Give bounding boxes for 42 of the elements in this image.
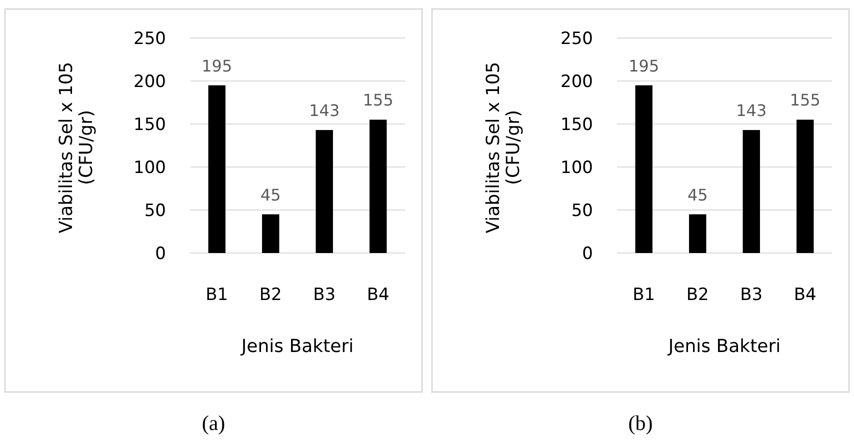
y-tick-label: 50 [571,200,593,221]
x-tick-label: B3 [740,285,763,305]
bar [689,214,706,253]
y-tick-label: 0 [582,244,593,264]
data-label: 155 [362,90,394,110]
x-tick-label: B2 [259,285,282,305]
bar [742,130,760,253]
text: (b) [628,411,653,435]
data-label: 45 [260,185,281,204]
bar [316,130,333,253]
data-label: 195 [202,56,232,76]
y-tick-label: 100 [560,158,593,178]
y-tick-label: 0 [155,244,166,264]
y-tick-label: 150 [560,114,593,135]
text: (a) [202,411,226,435]
x-tick-label: B2 [686,285,709,305]
x-axis-title: Jenis Bakteri [667,336,781,357]
y-tick-label: 100 [134,158,166,178]
x-tick-label: B1 [632,285,656,305]
x-tick-label: B3 [313,285,336,305]
y-tick-label: 200 [134,72,166,92]
y-tick-label: 250 [560,28,593,49]
data-label: 143 [736,101,767,120]
y-tick-label: 50 [144,200,166,221]
x-axis-title: Jenis Bakteri [240,336,354,357]
x-tick-label: B4 [366,285,390,305]
y-tick-label: 150 [134,114,166,135]
y-axis-title: Viabilitas Sel x 105 (CFU/gr) [56,62,97,234]
data-label: 143 [309,101,340,120]
bar [208,85,226,253]
bar [796,120,814,253]
x-tick-label: B4 [794,285,816,305]
bar [262,214,280,253]
y-tick-label: 250 [134,28,166,49]
bar [370,120,387,253]
data-label: 155 [790,90,820,110]
data-label: 195 [628,56,660,76]
bar [635,85,652,253]
x-tick-label: B1 [206,285,228,305]
data-label: 45 [687,185,708,204]
y-axis-title: Viabilitas Sel x 105 (CFU/gr) [483,62,524,234]
y-tick-label: 200 [560,72,593,92]
